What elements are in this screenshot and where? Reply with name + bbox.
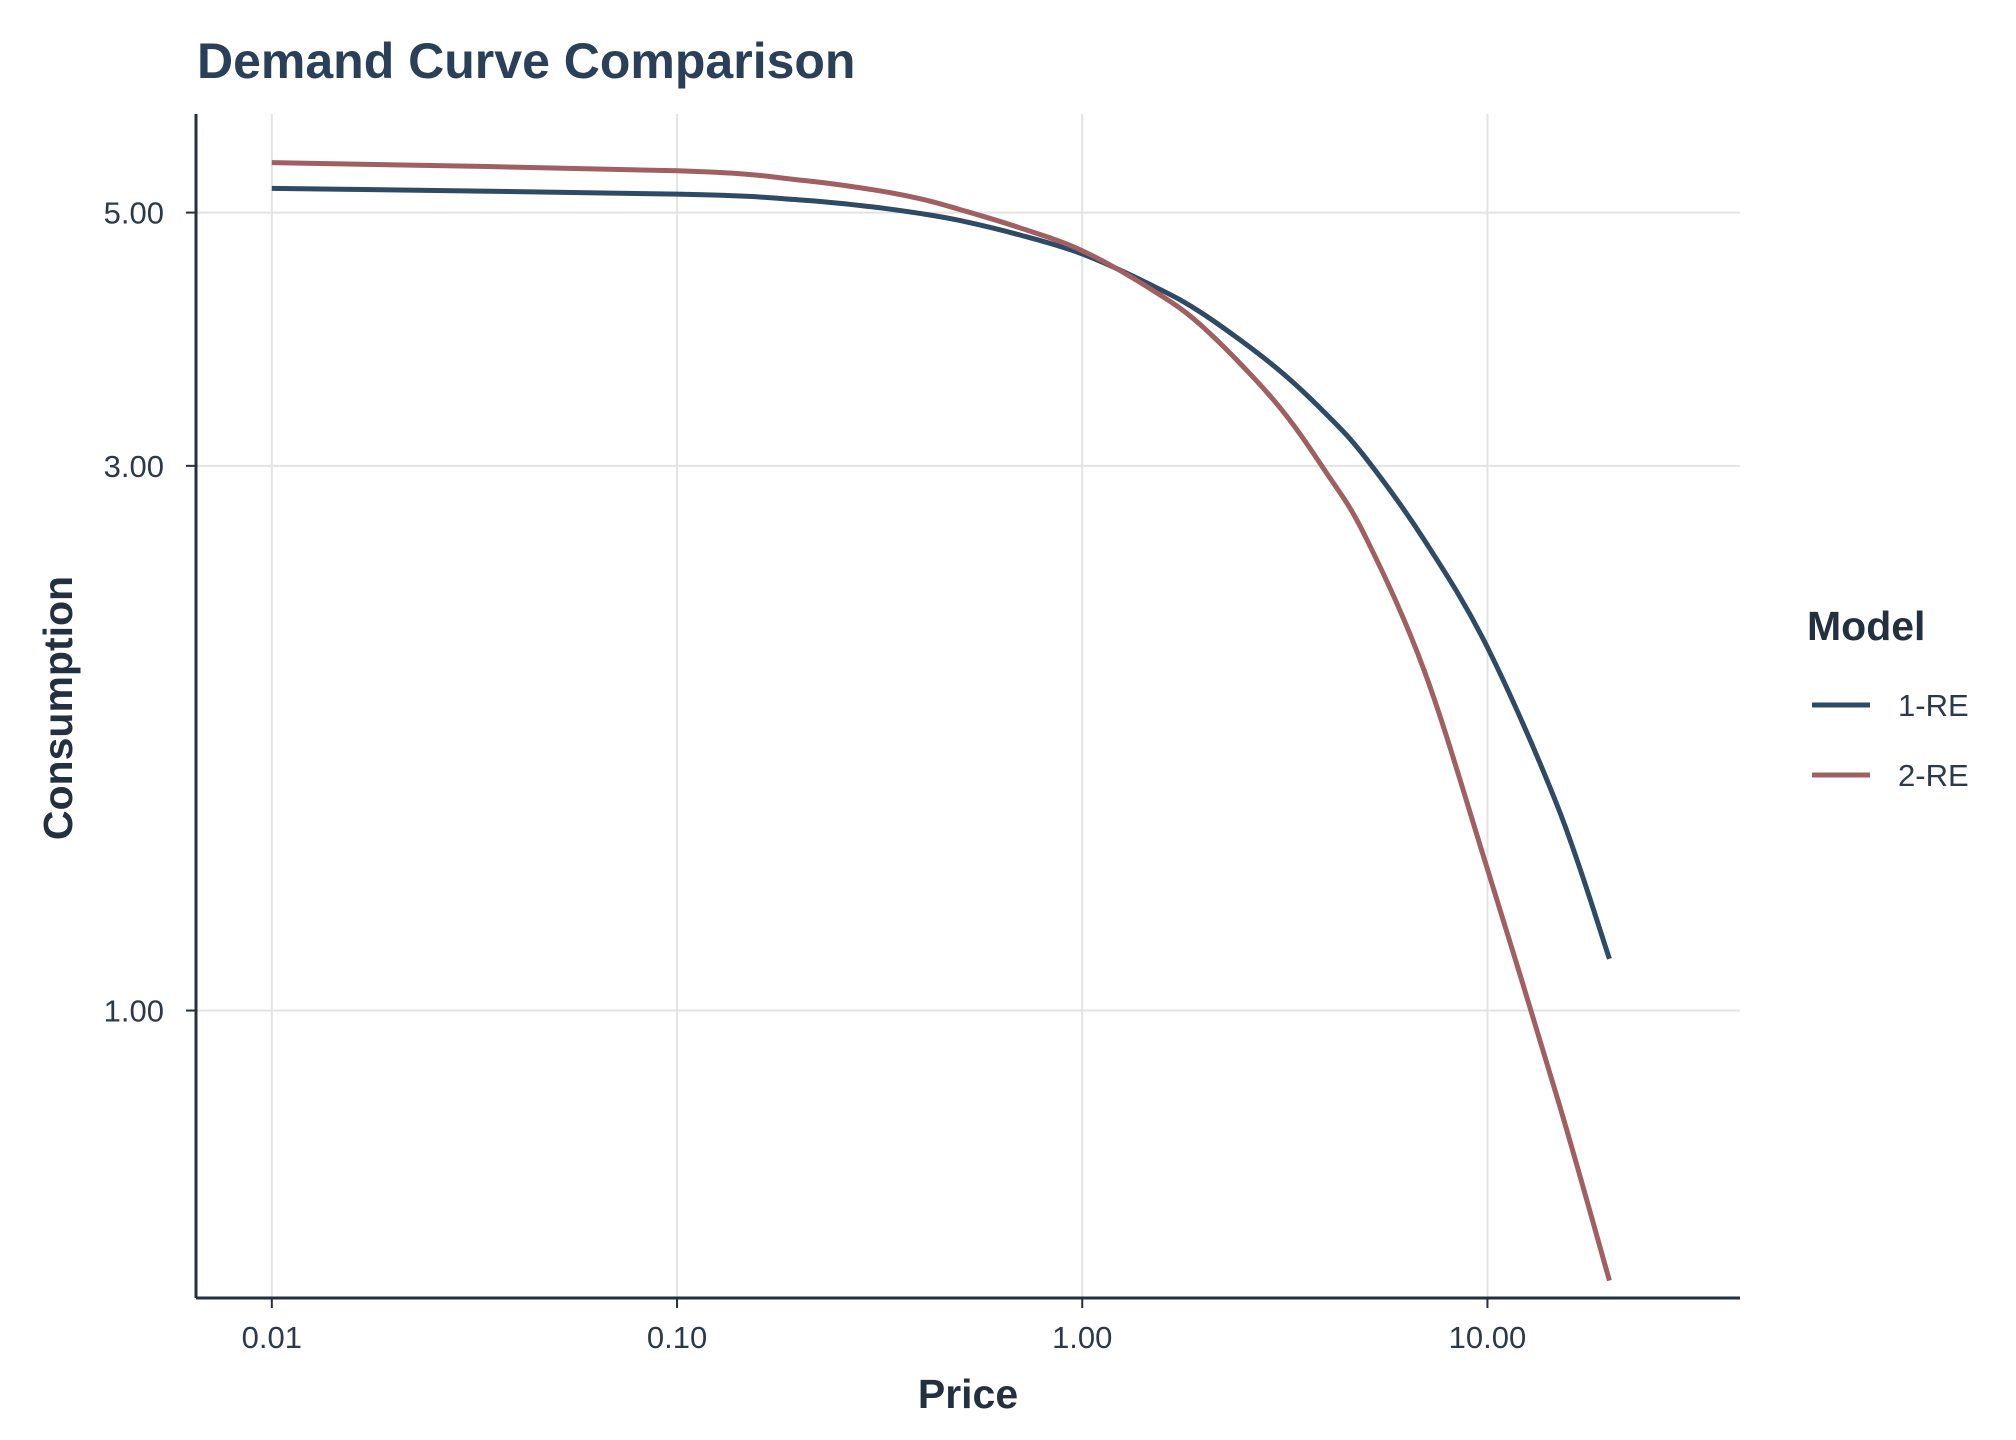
legend-label-2-re: 2-RE xyxy=(1898,758,1969,793)
chart-title: Demand Curve Comparison xyxy=(197,33,855,89)
legend-label-1-re: 1-RE xyxy=(1898,688,1969,723)
series-line-1-re xyxy=(271,185,1612,960)
y-tick-label: 5.00 xyxy=(104,196,164,231)
x-tick-label: 0.01 xyxy=(242,1320,302,1355)
y-tick-label: 3.00 xyxy=(104,449,164,484)
x-axis-title: Price xyxy=(918,1371,1018,1417)
x-tick-label: 0.10 xyxy=(647,1320,707,1355)
series-lines xyxy=(271,160,1612,1282)
legend: Model 1-RE 2-RE xyxy=(1807,603,1969,793)
y-axis-title: Consumption xyxy=(35,576,81,840)
x-tick-label: 10.00 xyxy=(1449,1320,1527,1355)
grid-lines xyxy=(196,114,1740,1298)
y-tick-label: 1.00 xyxy=(104,994,164,1029)
legend-title: Model xyxy=(1807,603,1925,649)
x-tick-label: 1.00 xyxy=(1052,1320,1112,1355)
axes xyxy=(186,114,1740,1308)
tick-labels: 0.01 0.10 1.00 10.00 1.00 3.00 5.00 xyxy=(104,196,1527,1355)
series-line-2-re xyxy=(271,160,1612,1282)
